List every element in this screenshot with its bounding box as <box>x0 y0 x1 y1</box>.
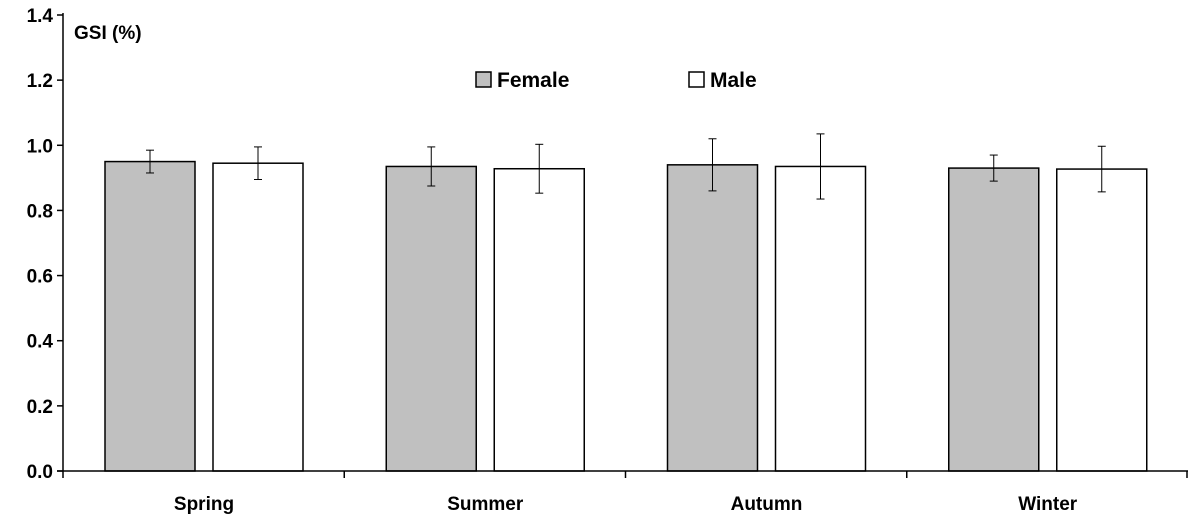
x-category-label: Summer <box>447 494 524 515</box>
y-tick-label: 1.4 <box>27 6 54 27</box>
y-tick-label: 0.0 <box>27 462 53 483</box>
y-tick-label: 0.8 <box>27 201 53 222</box>
y-tick-label: 0.2 <box>27 397 53 418</box>
legend-swatch-female <box>475 71 492 88</box>
y-tick-label: 1.0 <box>27 136 53 157</box>
x-axis-labels: Spring Summer Autumn Winter <box>174 494 1078 515</box>
y-axis-label: GSI (%) <box>74 23 142 44</box>
bar-male-summer <box>493 167 585 472</box>
bar-female-spring <box>104 160 196 472</box>
axes-group <box>57 13 1188 478</box>
y-tick-label: 0.6 <box>27 267 53 288</box>
x-category-label: Spring <box>174 494 234 515</box>
x-category-label: Autumn <box>731 494 803 515</box>
legend-label-female: Female <box>497 69 569 92</box>
bar-female-winter <box>948 167 1040 472</box>
y-tick-label: 1.2 <box>27 71 53 92</box>
bar-male-spring <box>212 162 304 472</box>
legend-swatch-male <box>688 71 705 88</box>
error-bars-group <box>146 133 1106 200</box>
legend-label-male: Male <box>710 69 757 92</box>
bar-female-autumn <box>666 164 759 472</box>
y-axis-ticks: 0.0 0.2 0.4 0.6 0.8 1.0 1.2 1.4 <box>27 6 63 483</box>
bar-male-autumn <box>774 165 867 472</box>
bars-group <box>104 160 1148 472</box>
y-tick-label: 0.4 <box>27 332 54 353</box>
bar-female-summer <box>385 165 477 472</box>
x-category-label: Winter <box>1018 494 1078 515</box>
legend: Female Male <box>475 69 757 92</box>
bar-male-winter <box>1056 168 1148 472</box>
